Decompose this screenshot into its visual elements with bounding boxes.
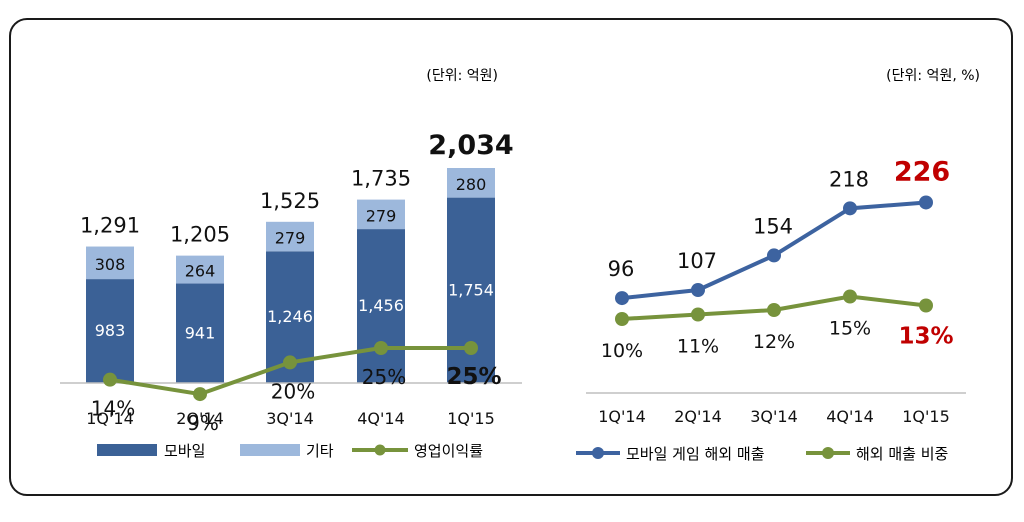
overseas-share-label: 10% xyxy=(601,340,643,362)
overseas-sales-label: 96 xyxy=(608,257,635,281)
legend-marker-margin xyxy=(374,444,386,456)
left-margin-line: 14% 9% 20% 25% 25% xyxy=(91,341,502,435)
margin-point xyxy=(464,341,478,355)
overseas-sales-point xyxy=(691,283,705,298)
bar-total-label: 1,735 xyxy=(351,167,411,191)
right-lines: 96 107 154 218 226 10% 11% 12% 15% 13% xyxy=(601,156,954,362)
margin-label: 20% xyxy=(271,379,315,403)
x-tick-label: 2Q'14 xyxy=(674,407,722,426)
bar-other xyxy=(447,168,495,198)
legend-swatch-mobile xyxy=(97,444,157,456)
bar-mobile xyxy=(86,279,134,383)
margin-label: 25% xyxy=(446,364,501,390)
margin-point xyxy=(283,355,297,370)
left-x-ticks: 1Q'14 2Q'14 3Q'14 4Q'14 1Q'15 xyxy=(86,409,495,428)
bar-other xyxy=(357,199,405,230)
overseas-sales-label: 218 xyxy=(829,167,869,191)
left-chart: (단위: 억원) 983 308 1,291 941 264 1,205 1,246 279 1… xyxy=(60,68,522,460)
x-tick-label: 2Q'14 xyxy=(176,409,224,428)
legend-label-mobile: 모바일 xyxy=(164,442,205,460)
x-tick-label: 1Q'15 xyxy=(447,409,495,428)
overseas-share-point xyxy=(615,312,629,326)
left-unit-note: (단위: 억원) xyxy=(426,68,498,84)
overseas-share-point xyxy=(767,303,781,317)
margin-label: 14% xyxy=(91,397,135,421)
bar-mobile-label: 1,754 xyxy=(448,280,494,299)
x-tick-label: 4Q'14 xyxy=(357,409,405,428)
legend-label-margin: 영업이익률 xyxy=(414,442,483,460)
bar-other-label: 279 xyxy=(366,206,397,225)
overseas-sales-label: 107 xyxy=(677,249,717,273)
legend-marker-overseas-sales xyxy=(592,447,604,459)
bar-mobile xyxy=(176,283,224,383)
bar-other xyxy=(86,246,134,280)
bar-other xyxy=(266,221,314,252)
bar-total-label: 1,525 xyxy=(260,189,320,213)
bar-other-label: 308 xyxy=(95,255,126,274)
margin-point xyxy=(103,372,117,387)
x-tick-label: 3Q'14 xyxy=(266,409,314,428)
overseas-sales-point xyxy=(919,195,933,210)
right-x-ticks: 1Q'14 2Q'14 3Q'14 4Q'14 1Q'15 xyxy=(598,407,950,426)
bar-total-label: 1,291 xyxy=(80,214,140,238)
margin-point xyxy=(374,341,388,355)
overseas-share-point xyxy=(691,307,705,322)
x-tick-label: 3Q'14 xyxy=(750,407,798,426)
overseas-share-label: 12% xyxy=(753,331,795,353)
legend-swatch-other xyxy=(240,444,300,456)
x-tick-label: 1Q'14 xyxy=(86,409,134,428)
x-tick-label: 1Q'14 xyxy=(598,407,646,426)
bar-mobile-label: 983 xyxy=(95,321,126,340)
overseas-sales-point xyxy=(615,291,629,306)
right-chart: (단위: 억원, %) 96 107 154 218 226 10% 11% 12% 15% 13… xyxy=(576,68,980,463)
bar-mobile-label: 941 xyxy=(185,323,216,342)
x-tick-label: 4Q'14 xyxy=(826,407,874,426)
left-legend: 모바일 기타 영업이익률 xyxy=(97,442,483,460)
right-unit-note: (단위: 억원, %) xyxy=(886,68,980,84)
margin-point xyxy=(193,387,207,402)
overseas-sales-label: 226 xyxy=(894,156,950,187)
legend-label-overseas-sales: 모바일 게임 해외 매출 xyxy=(626,445,765,463)
overseas-sales-label: 154 xyxy=(753,214,793,238)
overseas-sales-point xyxy=(843,201,857,216)
overseas-share-label: 15% xyxy=(829,318,871,340)
bar-other-label: 280 xyxy=(456,175,487,194)
overseas-sales-point xyxy=(767,248,781,263)
margin-label: 9% xyxy=(187,411,219,435)
legend-marker-overseas-share xyxy=(822,447,834,459)
legend-label-other: 기타 xyxy=(306,442,334,460)
bar-mobile-label: 1,246 xyxy=(267,307,313,326)
overseas-share-label: 13% xyxy=(898,324,953,350)
bar-total-label: 1,205 xyxy=(170,223,230,247)
bar-mobile-label: 1,456 xyxy=(358,296,404,315)
bar-total-label: 2,034 xyxy=(428,130,513,161)
overseas-share-point xyxy=(919,298,933,313)
margin-label: 25% xyxy=(362,365,406,389)
overseas-share-label: 11% xyxy=(677,336,719,358)
bar-other xyxy=(176,255,224,284)
bar-other-label: 264 xyxy=(185,262,216,281)
legend-label-overseas-share: 해외 매출 비중 xyxy=(856,445,948,463)
bar-other-label: 279 xyxy=(275,229,306,248)
x-tick-label: 1Q'15 xyxy=(902,407,950,426)
left-bars: 983 308 1,291 941 264 1,205 1,246 279 1,525 1,456… xyxy=(80,130,514,383)
overseas-share-point xyxy=(843,289,857,304)
right-legend: 모바일 게임 해외 매출 해외 매출 비중 xyxy=(576,445,948,463)
bar-mobile xyxy=(357,229,405,383)
